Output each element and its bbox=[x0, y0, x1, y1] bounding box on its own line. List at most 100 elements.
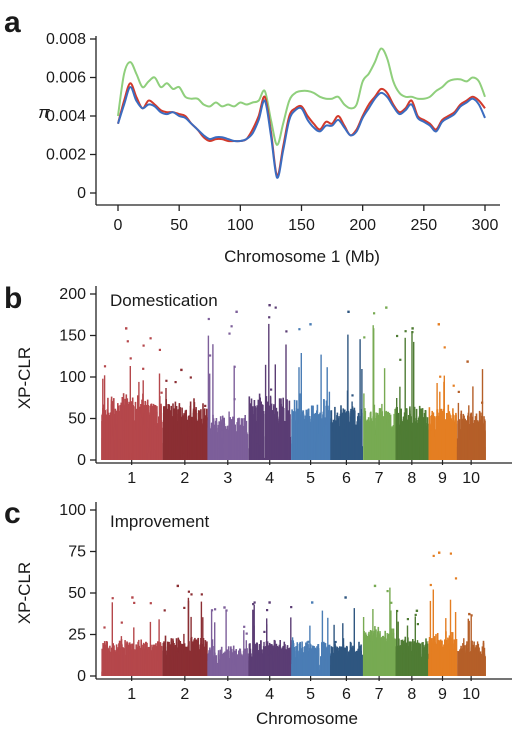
snp-point bbox=[417, 420, 420, 460]
snp-point bbox=[191, 422, 193, 460]
snp-point bbox=[484, 432, 486, 460]
snp-point bbox=[173, 663, 175, 676]
snp-point bbox=[138, 381, 140, 460]
snp-point bbox=[381, 403, 383, 460]
snp-point bbox=[230, 325, 233, 328]
snp-point bbox=[210, 426, 213, 460]
snp-point bbox=[107, 428, 109, 460]
snp-point bbox=[314, 652, 317, 676]
snp-point bbox=[209, 354, 212, 357]
snp-point bbox=[123, 650, 125, 676]
snp-point bbox=[160, 405, 162, 460]
snp-point bbox=[449, 552, 452, 555]
snp-point bbox=[312, 420, 315, 460]
snp-point bbox=[256, 443, 258, 460]
snp-point bbox=[275, 643, 278, 676]
snp-point bbox=[400, 643, 403, 676]
snp-point bbox=[427, 424, 429, 460]
snp-point bbox=[185, 646, 187, 676]
snp-point bbox=[121, 662, 123, 676]
snp-point bbox=[209, 433, 212, 460]
snp-point bbox=[460, 645, 462, 676]
snp-point bbox=[187, 590, 190, 593]
snp-point bbox=[129, 357, 132, 360]
snp-point bbox=[316, 415, 318, 460]
snp-point bbox=[461, 457, 463, 460]
snp-point bbox=[251, 656, 253, 676]
snp-point bbox=[414, 616, 416, 676]
snp-point bbox=[470, 614, 473, 617]
snp-point bbox=[122, 430, 125, 460]
snp-point bbox=[133, 601, 136, 604]
chromosome-4-points bbox=[248, 601, 293, 676]
snp-point bbox=[200, 593, 203, 596]
snp-point bbox=[215, 661, 218, 676]
snp-point bbox=[200, 418, 203, 460]
snp-point bbox=[260, 654, 263, 676]
snp-point bbox=[225, 609, 227, 676]
snp-point bbox=[451, 632, 454, 676]
snp-point bbox=[292, 418, 294, 460]
snp-point bbox=[285, 344, 287, 460]
snp-point bbox=[295, 410, 298, 460]
chromosome-label: 4 bbox=[265, 686, 274, 703]
snp-point bbox=[369, 427, 371, 460]
snp-point bbox=[315, 441, 317, 460]
snp-point bbox=[382, 419, 384, 460]
snp-point bbox=[411, 331, 414, 334]
snp-point bbox=[225, 435, 227, 460]
snp-point bbox=[177, 409, 179, 460]
snp-point bbox=[209, 373, 211, 460]
snp-point bbox=[268, 323, 270, 460]
snp-point bbox=[403, 648, 406, 676]
snp-point bbox=[112, 413, 115, 460]
snp-point bbox=[283, 420, 285, 460]
snp-point bbox=[392, 435, 394, 460]
panel-a: a π Chromosome 1 (Mb) 00.0020.0040.0060.… bbox=[4, 6, 500, 266]
snp-point bbox=[402, 654, 405, 676]
snp-point bbox=[428, 640, 430, 676]
snp-point bbox=[111, 602, 113, 676]
snp-point bbox=[163, 406, 165, 460]
snp-point bbox=[386, 419, 389, 460]
snp-point bbox=[258, 408, 261, 460]
snp-point bbox=[115, 423, 117, 460]
snp-point bbox=[429, 600, 432, 676]
panel-a-y-tick-label: 0 bbox=[77, 185, 86, 202]
snp-point bbox=[226, 425, 229, 460]
snp-point bbox=[345, 645, 348, 676]
snp-point bbox=[166, 658, 168, 676]
chromosome-6-points bbox=[330, 310, 363, 460]
snp-point bbox=[200, 601, 203, 676]
snp-point bbox=[158, 619, 160, 676]
snp-point bbox=[190, 616, 192, 676]
snp-point bbox=[323, 436, 325, 460]
snp-point bbox=[330, 422, 333, 460]
snp-point bbox=[445, 419, 448, 460]
snp-point bbox=[452, 384, 455, 387]
panel-c-x-axis-label: Chromosome bbox=[256, 709, 358, 728]
snp-point bbox=[333, 624, 335, 676]
snp-peak-point bbox=[385, 306, 388, 309]
y-tick-label: 75 bbox=[68, 544, 86, 561]
panel-a-y-axis-label: π bbox=[38, 103, 50, 122]
snp-point bbox=[355, 660, 357, 676]
snp-point bbox=[340, 670, 342, 676]
snp-point bbox=[132, 430, 134, 460]
snp-point bbox=[204, 404, 207, 407]
snp-point bbox=[308, 656, 310, 676]
snp-point bbox=[120, 418, 122, 460]
snp-point bbox=[440, 416, 443, 460]
snp-point bbox=[213, 646, 215, 676]
snp-point bbox=[469, 652, 471, 676]
snp-point bbox=[198, 663, 201, 676]
chromosome-label: 1 bbox=[127, 470, 136, 487]
snp-point bbox=[324, 434, 327, 460]
snp-point bbox=[234, 669, 237, 676]
snp-point bbox=[298, 367, 300, 460]
y-tick-label: 200 bbox=[59, 286, 86, 303]
snp-point bbox=[464, 664, 467, 676]
snp-peak-point bbox=[268, 601, 271, 604]
snp-point bbox=[207, 335, 210, 460]
